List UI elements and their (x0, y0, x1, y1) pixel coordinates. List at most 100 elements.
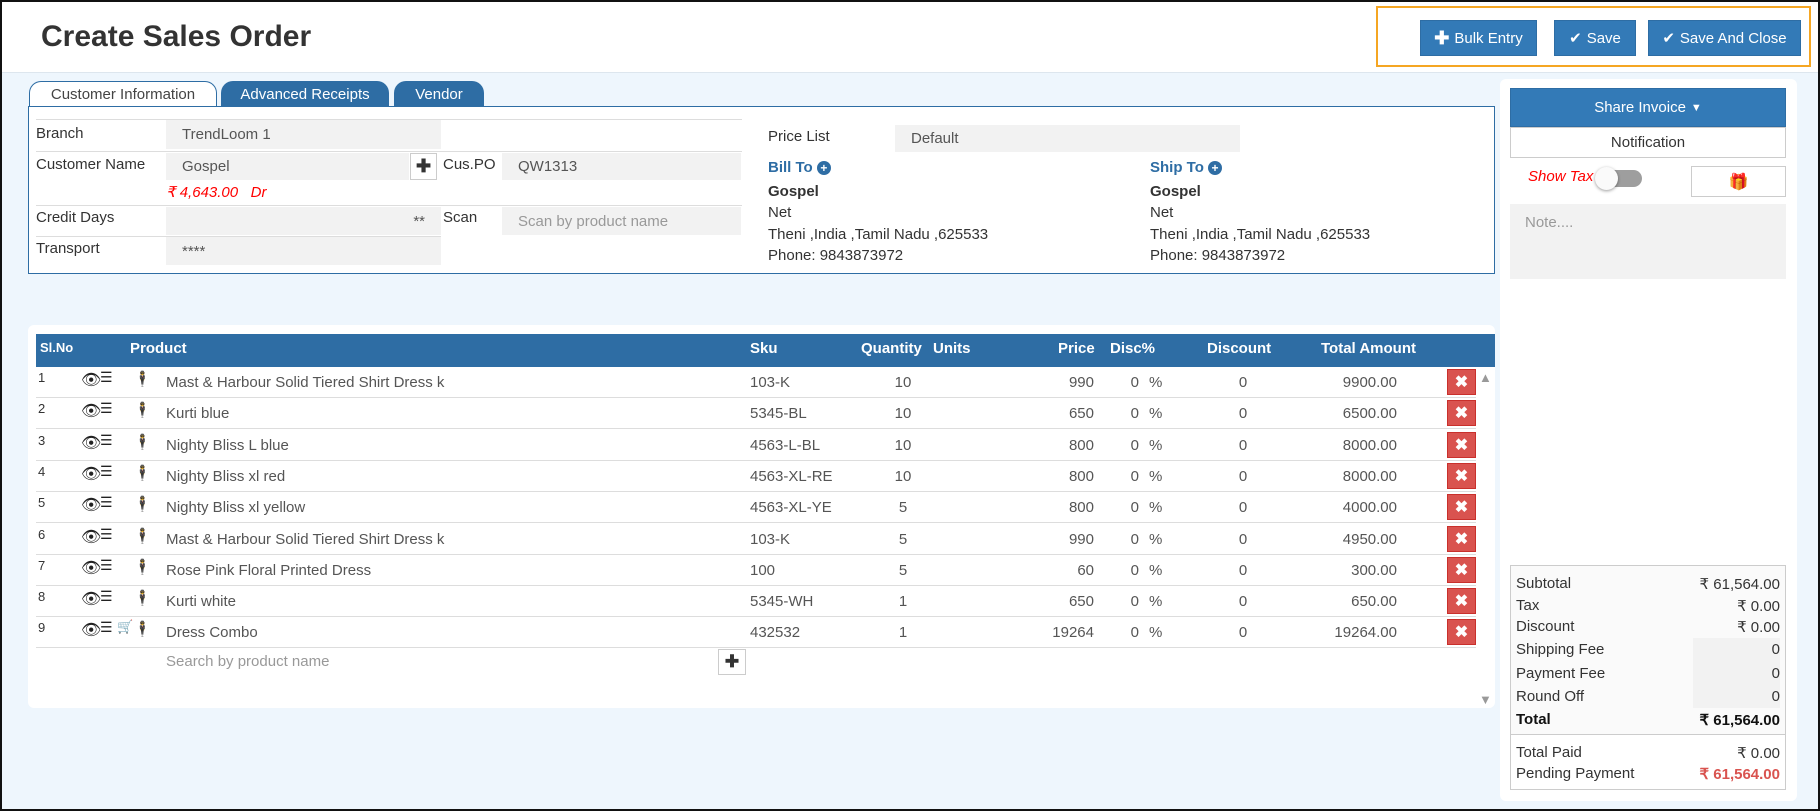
add-customer-button[interactable]: ✚ (410, 153, 437, 180)
row-discount[interactable]: 0 (1238, 405, 1248, 423)
transport-field[interactable]: **** (166, 237, 441, 265)
row-disc-pct[interactable]: 0 (1130, 405, 1139, 423)
delete-row-button[interactable]: ✖ (1447, 525, 1476, 552)
row-discount[interactable]: 0 (1238, 467, 1248, 485)
row-product[interactable]: Kurti blue (166, 405, 230, 423)
row-quantity[interactable]: 10 (894, 374, 912, 391)
row-discount[interactable]: 0 (1238, 593, 1248, 611)
delete-row-button[interactable]: ✖ (1447, 619, 1476, 646)
eye-icon[interactable]: 👁 (81, 497, 102, 515)
row-quantity[interactable]: 5 (898, 499, 908, 517)
row-disc-pct[interactable]: 0 (1130, 467, 1139, 485)
row-product[interactable]: Dress Combo (166, 624, 258, 642)
row-quantity[interactable]: 5 (898, 561, 908, 579)
bulk-entry-button[interactable]: ✚ Bulk Entry (1420, 20, 1537, 56)
list-icon[interactable]: ☰ (100, 619, 113, 636)
customer-name-field[interactable]: Gospel (166, 153, 409, 180)
round-off-row[interactable]: Round Off 0 (1516, 688, 1780, 705)
row-price[interactable]: 800 (1068, 467, 1094, 485)
eye-icon[interactable]: 👁 (81, 559, 102, 577)
tab-advanced-receipts[interactable]: Advanced Receipts (221, 81, 389, 107)
row-product[interactable]: Nighty Bliss xl yellow (166, 499, 306, 517)
row-disc-pct[interactable]: 0 (1130, 624, 1139, 642)
share-invoice-button[interactable]: Share Invoice ▼ (1510, 88, 1786, 127)
add-product-button[interactable]: ✚ (718, 649, 746, 675)
row-price[interactable]: 650 (1068, 405, 1094, 423)
row-price[interactable]: 650 (1068, 593, 1094, 611)
scan-input[interactable]: Scan by product name (502, 207, 741, 235)
row-discount[interactable]: 0 (1238, 499, 1248, 517)
plus-circle-icon[interactable]: + (816, 161, 831, 175)
eye-icon[interactable]: 👁 (81, 372, 102, 389)
row-price[interactable]: 60 (1077, 561, 1094, 579)
delete-row-button[interactable]: ✖ (1447, 494, 1476, 521)
bill-to-label[interactable]: Bill To + (768, 159, 831, 176)
shipping-fee-row[interactable]: Shipping Fee 0 (1516, 641, 1780, 658)
eye-icon[interactable]: 👁 (81, 465, 102, 483)
row-disc-pct[interactable]: 0 (1130, 499, 1139, 517)
row-product[interactable]: Mast & Harbour Solid Tiered Shirt Dress … (166, 374, 445, 391)
list-icon[interactable]: ☰ (100, 400, 113, 417)
gift-button[interactable]: 🎁 (1691, 166, 1786, 197)
plus-circle-icon[interactable]: + (1208, 161, 1223, 175)
row-price[interactable]: 990 (1068, 530, 1094, 548)
list-icon[interactable]: ☰ (100, 525, 113, 542)
list-icon[interactable]: ☰ (100, 462, 113, 479)
eye-icon[interactable]: 👁 (81, 434, 102, 452)
tab-vendor[interactable]: Vendor (394, 81, 484, 107)
scroll-down-arrow[interactable]: ▼ (1479, 692, 1492, 707)
list-icon[interactable]: ☰ (100, 369, 113, 385)
delete-row-button[interactable]: ✖ (1447, 369, 1476, 395)
row-disc-pct[interactable]: 0 (1130, 561, 1139, 579)
row-quantity[interactable]: 10 (894, 436, 912, 454)
row-product[interactable]: Nighty Bliss L blue (166, 436, 289, 454)
row-quantity[interactable]: 1 (898, 593, 908, 611)
note-textarea[interactable]: Note.... (1510, 204, 1786, 279)
row-quantity[interactable]: 10 (894, 405, 912, 423)
row-price[interactable]: 990 (1068, 374, 1094, 391)
notification-button[interactable]: Notification (1510, 127, 1786, 158)
list-icon[interactable]: ☰ (100, 494, 113, 511)
product-search-input[interactable]: Search by product name (166, 653, 330, 670)
ship-to-label[interactable]: Ship To + (1150, 159, 1223, 176)
save-and-close-button[interactable]: ✔ Save And Close (1648, 20, 1801, 56)
cart-plus-icon[interactable]: 🛒 (117, 619, 134, 635)
row-quantity[interactable]: 10 (894, 467, 912, 485)
row-discount[interactable]: 0 (1238, 374, 1248, 391)
tab-customer-information[interactable]: Customer Information (29, 81, 217, 107)
show-tax-toggle[interactable] (1595, 167, 1642, 190)
save-button[interactable]: ✔ Save (1554, 20, 1636, 56)
branch-field[interactable]: TrendLoom 1 (166, 120, 441, 149)
row-product[interactable]: Mast & Harbour Solid Tiered Shirt Dress … (166, 530, 445, 548)
row-discount[interactable]: 0 (1238, 436, 1248, 454)
credit-days-field[interactable]: ** (166, 207, 441, 235)
row-price[interactable]: 800 (1068, 499, 1094, 517)
eye-icon[interactable]: 👁 (81, 528, 102, 546)
row-quantity[interactable]: 1 (898, 624, 908, 642)
list-icon[interactable]: ☰ (100, 431, 113, 448)
row-quantity[interactable]: 5 (898, 530, 908, 548)
delete-row-button[interactable]: ✖ (1447, 588, 1476, 615)
row-price[interactable]: 19264 (1052, 624, 1094, 642)
price-list-select[interactable]: Default (895, 125, 1240, 152)
list-icon[interactable]: ☰ (100, 588, 113, 605)
delete-row-button[interactable]: ✖ (1447, 400, 1476, 427)
row-disc-pct[interactable]: 0 (1130, 530, 1139, 548)
delete-row-button[interactable]: ✖ (1447, 431, 1476, 458)
row-discount[interactable]: 0 (1238, 530, 1248, 548)
row-product[interactable]: Kurti white (166, 593, 237, 611)
scroll-up-arrow[interactable]: ▲ (1479, 370, 1492, 385)
row-discount[interactable]: 0 (1238, 561, 1248, 579)
eye-icon[interactable]: 👁 (81, 591, 102, 609)
eye-icon[interactable]: 👁 (81, 622, 102, 640)
payment-fee-row[interactable]: Payment Fee 0 (1516, 665, 1780, 682)
row-price[interactable]: 800 (1068, 436, 1094, 454)
cuspo-field[interactable]: QW1313 (502, 153, 741, 180)
row-disc-pct[interactable]: 0 (1130, 374, 1139, 391)
row-disc-pct[interactable]: 0 (1130, 593, 1139, 611)
row-discount[interactable]: 0 (1238, 624, 1248, 642)
row-disc-pct[interactable]: 0 (1130, 436, 1139, 454)
delete-row-button[interactable]: ✖ (1447, 556, 1476, 583)
eye-icon[interactable]: 👁 (81, 403, 102, 421)
row-product[interactable]: Nighty Bliss xl red (166, 467, 286, 485)
